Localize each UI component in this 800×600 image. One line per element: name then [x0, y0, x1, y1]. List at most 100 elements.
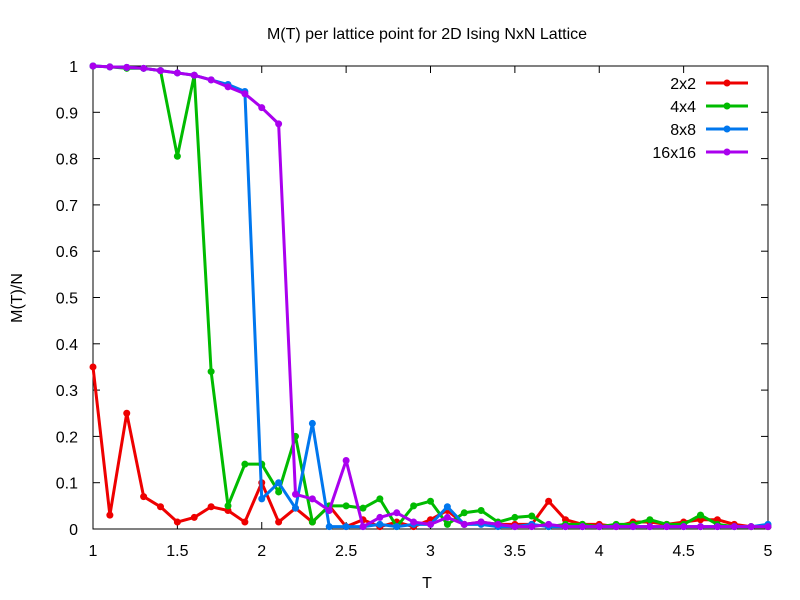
- data-point-16x16: [207, 76, 215, 84]
- data-point-16x16: [157, 67, 164, 75]
- data-point-16x16: [410, 518, 418, 526]
- chart-title: M(T) per lattice point for 2D Ising NxN …: [267, 26, 587, 43]
- data-point-8x8: [325, 523, 333, 531]
- data-point-4x4: [342, 502, 350, 510]
- y-tick-label: 0.8: [56, 152, 78, 169]
- data-point-16x16: [697, 523, 704, 531]
- data-point-8x8: [342, 523, 350, 531]
- series-4x4: [89, 62, 772, 531]
- series-8x8: [89, 62, 772, 531]
- y-axis-label: M(T)/N: [9, 273, 26, 323]
- legend-label-2x2: 2x2: [670, 76, 696, 93]
- series-2x2: [89, 363, 772, 531]
- y-tick-label: 0.5: [56, 291, 78, 308]
- data-point-2x2: [275, 518, 283, 526]
- data-point-2x2: [190, 513, 198, 521]
- data-point-8x8: [275, 479, 283, 487]
- data-point-16x16: [494, 520, 502, 528]
- data-point-2x2: [173, 518, 181, 526]
- data-point-4x4: [173, 152, 181, 160]
- data-point-16x16: [713, 523, 721, 531]
- data-point-16x16: [612, 523, 620, 531]
- data-point-4x4: [359, 504, 367, 512]
- x-tick-label: 1: [89, 543, 98, 560]
- data-point-4x4: [697, 511, 704, 519]
- x-tick-label: 4: [595, 543, 604, 560]
- data-point-4x4: [241, 460, 249, 468]
- legend-label-4x4: 4x4: [670, 99, 696, 116]
- data-point-16x16: [106, 63, 114, 71]
- y-tick-label: 0.2: [56, 429, 78, 446]
- data-point-16x16: [376, 513, 384, 521]
- series-16x16: [89, 62, 772, 531]
- data-point-8x8: [258, 495, 266, 503]
- data-point-16x16: [663, 523, 671, 531]
- data-point-4x4: [376, 495, 384, 503]
- data-point-16x16: [595, 523, 603, 531]
- data-point-4x4: [308, 518, 316, 526]
- x-tick-label: 2.5: [335, 543, 357, 560]
- data-point-4x4: [646, 516, 654, 524]
- series-line-16x16: [92, 64, 768, 529]
- legend-marker-8x8: [723, 125, 731, 133]
- data-point-2x2: [207, 503, 215, 511]
- data-point-4x4: [477, 506, 485, 514]
- data-point-16x16: [528, 523, 536, 531]
- data-point-16x16: [427, 520, 434, 528]
- data-point-2x2: [241, 518, 249, 526]
- data-point-16x16: [173, 69, 181, 77]
- x-axis-label: T: [422, 575, 432, 592]
- data-point-4x4: [427, 497, 434, 505]
- data-point-8x8: [443, 503, 451, 511]
- data-point-16x16: [342, 456, 350, 464]
- data-point-4x4: [511, 513, 519, 521]
- data-point-16x16: [190, 71, 198, 79]
- x-tick-label: 4.5: [673, 543, 695, 560]
- data-point-16x16: [578, 523, 586, 531]
- y-tick-label: 0.9: [56, 105, 78, 122]
- legend-label-8x8: 8x8: [670, 122, 696, 139]
- data-point-16x16: [562, 523, 569, 531]
- y-tick-label: 1: [69, 59, 78, 76]
- data-point-16x16: [241, 90, 249, 98]
- y-tick-label: 0.3: [56, 383, 78, 400]
- data-point-4x4: [443, 520, 451, 528]
- series-line-8x8: [92, 64, 769, 529]
- data-point-2x2: [140, 493, 148, 501]
- data-point-2x2: [545, 497, 553, 505]
- data-point-16x16: [730, 523, 738, 531]
- series-line-4x4: [92, 64, 768, 529]
- data-point-16x16: [511, 523, 519, 531]
- plot-frame: [92, 65, 769, 530]
- data-point-4x4: [460, 509, 468, 517]
- data-point-16x16: [629, 523, 637, 531]
- data-point-16x16: [764, 523, 772, 531]
- data-point-16x16: [325, 506, 333, 514]
- data-point-16x16: [545, 520, 553, 528]
- x-tick-label: 3.5: [504, 543, 526, 560]
- y-tick-label: 0.1: [56, 476, 78, 493]
- legend-label-16x16: 16x16: [652, 145, 696, 162]
- data-point-16x16: [123, 63, 131, 71]
- data-point-16x16: [393, 509, 401, 517]
- legend-marker-4x4: [723, 102, 731, 110]
- legend-marker-16x16: [723, 148, 731, 156]
- data-point-2x2: [89, 363, 97, 371]
- data-point-16x16: [646, 523, 654, 531]
- data-point-16x16: [140, 64, 148, 72]
- legend: 2x2 4x4 8x8 16x16: [652, 76, 748, 162]
- data-point-2x2: [123, 409, 131, 417]
- data-point-4x4: [275, 488, 283, 496]
- data-point-16x16: [359, 523, 367, 531]
- data-point-4x4: [410, 502, 418, 510]
- data-point-16x16: [443, 513, 451, 521]
- x-tick-label: 3: [426, 543, 435, 560]
- legend-marker-2x2: [723, 79, 731, 87]
- data-point-4x4: [224, 502, 232, 510]
- y-tick-label: 0: [69, 522, 78, 539]
- data-point-16x16: [224, 83, 232, 91]
- data-point-16x16: [680, 523, 688, 531]
- data-point-16x16: [258, 104, 266, 112]
